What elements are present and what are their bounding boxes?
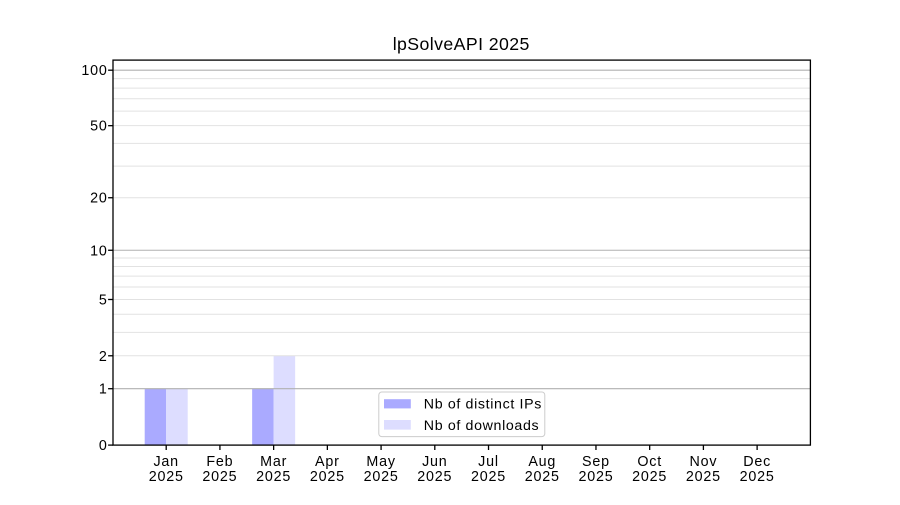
svg-text:May: May: [366, 454, 395, 470]
svg-text:2025: 2025: [740, 469, 775, 485]
svg-text:2025: 2025: [310, 469, 345, 485]
svg-text:Sep: Sep: [582, 454, 610, 470]
svg-text:5: 5: [99, 292, 108, 308]
svg-text:2025: 2025: [578, 469, 613, 485]
svg-text:Nb of distinct IPs: Nb of distinct IPs: [424, 396, 542, 412]
svg-text:Dec: Dec: [743, 454, 771, 470]
svg-text:Jan: Jan: [153, 454, 178, 470]
svg-text:50: 50: [90, 119, 108, 135]
svg-text:2025: 2025: [471, 469, 506, 485]
svg-text:Apr: Apr: [315, 454, 340, 470]
svg-text:2025: 2025: [686, 469, 721, 485]
svg-text:1: 1: [99, 382, 108, 398]
svg-text:2025: 2025: [256, 469, 291, 485]
svg-text:Jul: Jul: [478, 454, 499, 470]
svg-text:10: 10: [90, 243, 108, 259]
svg-text:Feb: Feb: [206, 454, 233, 470]
svg-text:Jun: Jun: [422, 454, 447, 470]
svg-text:Nov: Nov: [689, 454, 717, 470]
svg-text:Aug: Aug: [528, 454, 556, 470]
svg-text:2025: 2025: [364, 469, 399, 485]
svg-text:2025: 2025: [202, 469, 237, 485]
svg-text:2025: 2025: [525, 469, 560, 485]
svg-text:20: 20: [90, 191, 108, 207]
svg-text:100: 100: [81, 63, 107, 79]
svg-text:Nb of downloads: Nb of downloads: [424, 418, 539, 434]
svg-text:2025: 2025: [149, 469, 184, 485]
svg-text:Mar: Mar: [260, 454, 287, 470]
svg-text:lpSolveAPI 2025: lpSolveAPI 2025: [393, 34, 530, 54]
svg-text:0: 0: [99, 438, 108, 454]
svg-text:2025: 2025: [417, 469, 452, 485]
svg-text:2025: 2025: [632, 469, 667, 485]
svg-text:Oct: Oct: [637, 454, 662, 470]
svg-text:2: 2: [99, 349, 108, 365]
